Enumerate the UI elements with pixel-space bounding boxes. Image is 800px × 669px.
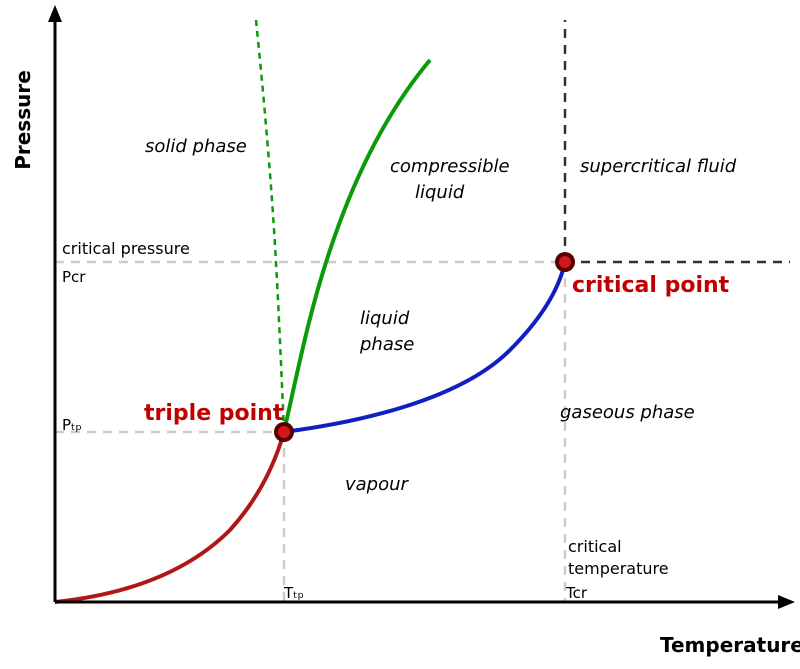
tick-ttp: Tₜₚ xyxy=(283,584,304,602)
region-liquid-1: liquid xyxy=(360,308,410,329)
critical-point-label: critical point xyxy=(572,273,730,298)
vaporization-curve xyxy=(284,262,565,432)
anno-critical-pressure: critical pressure xyxy=(62,239,190,258)
region-compressible-2: liquid xyxy=(415,182,465,203)
fusion-curve-alt xyxy=(256,20,284,432)
axes xyxy=(48,5,795,609)
region-compressible-1: compressible xyxy=(390,156,510,177)
tick-tcr: Tcr xyxy=(565,584,588,602)
region-gaseous: gaseous phase xyxy=(560,402,695,423)
tick-pcr: Pcr xyxy=(62,268,86,286)
fusion-curve xyxy=(284,60,430,432)
anno-critical-temperature-2: temperature xyxy=(568,559,669,578)
region-liquid-2: phase xyxy=(359,334,414,355)
region-vapour: vapour xyxy=(345,474,410,495)
region-solid: solid phase xyxy=(145,136,247,157)
region-supercritical: supercritical fluid xyxy=(580,156,737,177)
anno-critical-temperature-1: critical xyxy=(568,537,622,556)
phase-diagram: Temperature Pressure Pₜₚ Pcr Tₜₚ Tcr cri… xyxy=(0,0,800,669)
x-axis-label: Temperature xyxy=(660,633,800,657)
sublimation-curve xyxy=(55,432,284,602)
triple-point-label: triple point xyxy=(144,401,284,426)
y-axis-label: Pressure xyxy=(11,70,35,170)
tick-ptp: Pₜₚ xyxy=(62,416,82,434)
critical-point xyxy=(555,252,575,272)
